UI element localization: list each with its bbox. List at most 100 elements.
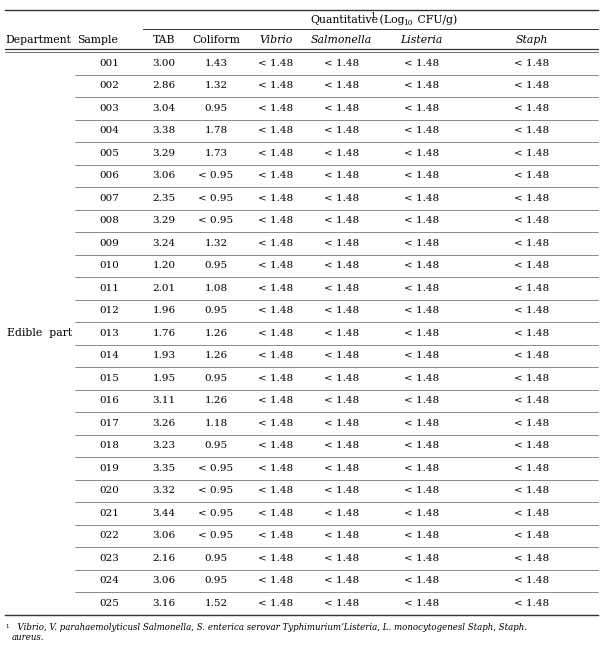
Text: < 1.48: < 1.48: [514, 58, 549, 68]
Text: < 1.48: < 1.48: [404, 81, 439, 90]
Text: < 1.48: < 1.48: [259, 509, 294, 518]
Text: < 1.48: < 1.48: [324, 396, 359, 405]
Text: < 1.48: < 1.48: [514, 351, 549, 361]
Text: < 1.48: < 1.48: [514, 486, 549, 495]
Text: 3.32: 3.32: [152, 486, 176, 495]
Text: < 1.48: < 1.48: [404, 486, 439, 495]
Text: < 1.48: < 1.48: [404, 419, 439, 428]
Text: 3.23: 3.23: [152, 442, 176, 450]
Text: < 1.48: < 1.48: [259, 351, 294, 361]
Text: < 1.48: < 1.48: [514, 509, 549, 518]
Text: < 1.48: < 1.48: [404, 442, 439, 450]
Text: 0.95: 0.95: [204, 374, 228, 382]
Text: 1.95: 1.95: [152, 374, 176, 382]
Text: ¹: ¹: [5, 623, 8, 633]
Text: 003: 003: [99, 104, 119, 113]
Text: 1.20: 1.20: [152, 261, 176, 270]
Text: < 1.48: < 1.48: [324, 261, 359, 270]
Text: < 1.48: < 1.48: [514, 104, 549, 113]
Text: 022: 022: [99, 531, 119, 540]
Text: < 1.48: < 1.48: [514, 329, 549, 338]
Text: < 1.48: < 1.48: [259, 463, 294, 473]
Text: 0.95: 0.95: [204, 442, 228, 450]
Text: < 1.48: < 1.48: [514, 239, 549, 248]
Text: < 1.48: < 1.48: [259, 81, 294, 90]
Text: < 1.48: < 1.48: [324, 329, 359, 338]
Text: < 1.48: < 1.48: [514, 261, 549, 270]
Text: 013: 013: [99, 329, 119, 338]
Text: < 1.48: < 1.48: [404, 284, 439, 293]
Text: < 1.48: < 1.48: [324, 194, 359, 203]
Text: < 1.48: < 1.48: [259, 284, 294, 293]
Text: Edible  part: Edible part: [7, 328, 72, 338]
Text: < 1.48: < 1.48: [514, 81, 549, 90]
Text: < 1.48: < 1.48: [259, 374, 294, 382]
Text: 1.93: 1.93: [152, 351, 176, 361]
Text: < 1.48: < 1.48: [514, 284, 549, 293]
Text: < 1.48: < 1.48: [324, 239, 359, 248]
Text: < 1.48: < 1.48: [514, 554, 549, 563]
Text: 011: 011: [99, 284, 119, 293]
Text: < 1.48: < 1.48: [514, 442, 549, 450]
Text: 3.35: 3.35: [152, 463, 176, 473]
Text: < 1.48: < 1.48: [324, 81, 359, 90]
Text: (Log: (Log: [376, 15, 404, 25]
Text: 0.95: 0.95: [204, 554, 228, 563]
Text: Department: Department: [5, 35, 71, 45]
Text: 017: 017: [99, 419, 119, 428]
Text: < 1.48: < 1.48: [259, 104, 294, 113]
Text: 1.26: 1.26: [204, 351, 228, 361]
Text: 3.04: 3.04: [152, 104, 176, 113]
Text: < 1.48: < 1.48: [259, 576, 294, 585]
Text: 008: 008: [99, 216, 119, 225]
Text: Listeria: Listeria: [400, 35, 443, 45]
Text: 1.26: 1.26: [204, 329, 228, 338]
Text: < 1.48: < 1.48: [324, 419, 359, 428]
Text: 004: 004: [99, 126, 119, 135]
Text: < 1.48: < 1.48: [514, 463, 549, 473]
Text: < 1.48: < 1.48: [259, 329, 294, 338]
Text: 0.95: 0.95: [204, 261, 228, 270]
Text: < 1.48: < 1.48: [514, 126, 549, 135]
Text: < 1.48: < 1.48: [404, 374, 439, 382]
Text: 1.18: 1.18: [204, 419, 228, 428]
Text: < 1.48: < 1.48: [259, 149, 294, 158]
Text: Coliform: Coliform: [192, 35, 240, 45]
Text: < 1.48: < 1.48: [259, 396, 294, 405]
Text: < 1.48: < 1.48: [404, 351, 439, 361]
Text: 1.08: 1.08: [204, 284, 228, 293]
Text: < 1.48: < 1.48: [324, 374, 359, 382]
Text: < 1.48: < 1.48: [404, 531, 439, 540]
Text: 015: 015: [99, 374, 119, 382]
Text: 3.06: 3.06: [152, 531, 176, 540]
Text: 018: 018: [99, 442, 119, 450]
Text: < 1.48: < 1.48: [259, 486, 294, 495]
Text: < 1.48: < 1.48: [514, 531, 549, 540]
Text: < 1.48: < 1.48: [324, 554, 359, 563]
Text: TAB: TAB: [153, 35, 175, 45]
Text: < 1.48: < 1.48: [404, 239, 439, 248]
Text: < 1.48: < 1.48: [404, 104, 439, 113]
Text: 024: 024: [99, 576, 119, 585]
Text: < 1.48: < 1.48: [324, 509, 359, 518]
Text: < 1.48: < 1.48: [324, 216, 359, 225]
Text: < 0.95: < 0.95: [199, 216, 234, 225]
Text: 023: 023: [99, 554, 119, 563]
Text: 1: 1: [370, 12, 376, 20]
Text: < 1.48: < 1.48: [259, 531, 294, 540]
Text: Salmonella: Salmonella: [311, 35, 372, 45]
Text: < 0.95: < 0.95: [199, 486, 234, 495]
Text: < 1.48: < 1.48: [324, 126, 359, 135]
Text: < 1.48: < 1.48: [259, 442, 294, 450]
Text: < 1.48: < 1.48: [259, 171, 294, 180]
Text: < 1.48: < 1.48: [324, 104, 359, 113]
Text: < 1.48: < 1.48: [514, 194, 549, 203]
Text: 021: 021: [99, 509, 119, 518]
Text: 3.06: 3.06: [152, 171, 176, 180]
Text: 3.26: 3.26: [152, 419, 176, 428]
Text: 009: 009: [99, 239, 119, 248]
Text: < 1.48: < 1.48: [259, 306, 294, 315]
Text: < 1.48: < 1.48: [404, 554, 439, 563]
Text: 3.29: 3.29: [152, 216, 176, 225]
Text: 016: 016: [99, 396, 119, 405]
